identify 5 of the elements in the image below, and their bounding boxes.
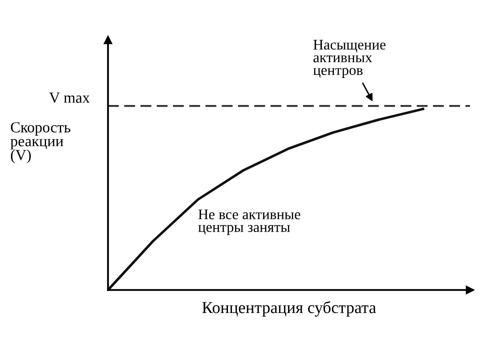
y-axis-title: Скорость реакции (V) <box>10 122 70 164</box>
x-axis-title: Концентрация субстрата <box>202 301 376 317</box>
annotation: Не все активные центры заняты <box>198 210 300 235</box>
ref-line-label: V max <box>49 92 90 103</box>
text: Насыщение активных центров <box>313 40 386 78</box>
